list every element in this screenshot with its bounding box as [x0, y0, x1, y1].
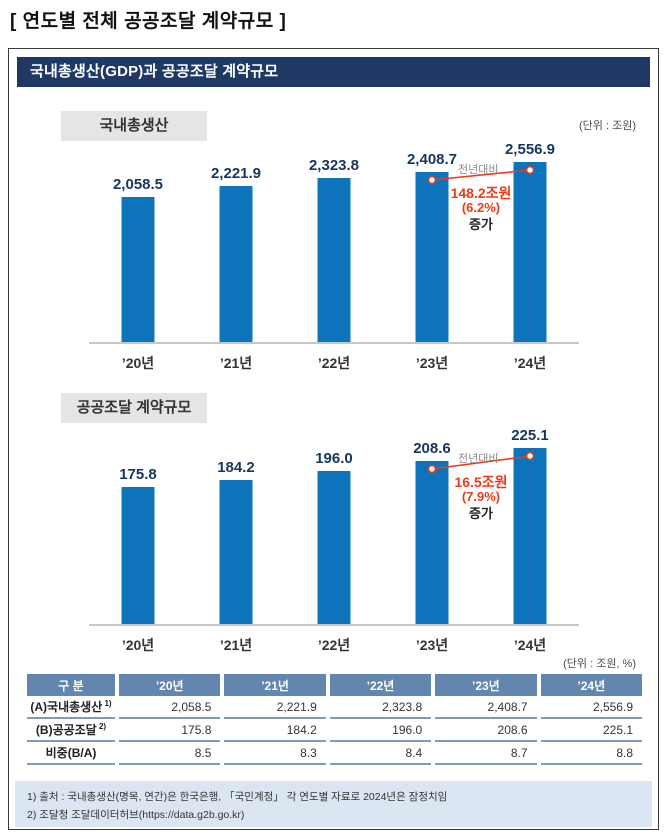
bar-value-label: 2,408.7	[406, 151, 458, 168]
bar-slot-’22년: 196.0	[285, 431, 383, 624]
bar-slot-’24년: 2,556.9	[481, 141, 579, 342]
x-axis-label-’24년: ’24년	[513, 355, 547, 371]
table-header-’24년: ’24년	[540, 674, 642, 696]
table-header-’20년: ’20년	[119, 674, 221, 696]
bar-’22년	[317, 471, 351, 624]
yoy-annotation-line-1: 16.5조원	[454, 474, 508, 490]
x-axis-label-’20년: ’20년	[121, 637, 155, 653]
table-cell: 2,556.9	[540, 696, 642, 719]
table-header-’22년: ’22년	[329, 674, 432, 696]
x-axis-label-’22년: ’22년	[317, 637, 351, 653]
chart-procurement-x-axis: ’20년 ’21년 ’22년 ’23년 ’24년	[89, 630, 579, 654]
yoy-label: 전년대비	[458, 164, 499, 176]
bar-slot-’23년: 2,408.7	[383, 141, 481, 342]
table-cell: 208.6	[435, 719, 537, 742]
x-axis-label-’20년: ’20년	[121, 355, 155, 371]
bar-slot-’21년: 2,221.9	[187, 141, 285, 342]
table-row-label: (B)공공조달 2)	[27, 719, 115, 742]
table-cell: 8.8	[540, 742, 642, 765]
bar-value-label: 175.8	[119, 466, 157, 483]
chart-procurement-title: 공공조달 계약규모	[61, 393, 207, 423]
table-cell: 8.4	[329, 742, 432, 765]
bar-slot-’21년: 184.2	[187, 431, 285, 624]
bar-value-label: 196.0	[315, 450, 353, 467]
table-header-’21년: ’21년	[224, 674, 326, 696]
bar-’24년	[513, 162, 547, 342]
bar-’20년	[121, 487, 155, 624]
bar-slot-’20년: 2,058.5	[89, 141, 187, 342]
chart-gdp-unit-note: (단위 : 조원)	[579, 120, 636, 132]
bar-slot-’22년: 2,323.8	[285, 141, 383, 342]
table-cell: 8.3	[224, 742, 326, 765]
table-cell: 225.1	[540, 719, 642, 742]
summary-table: 구 분 ’20년 ’21년 ’22년 ’23년 ’24년 (A)국내총생산 1) 2,058…	[23, 674, 646, 765]
table-cell: 2,221.9	[224, 696, 326, 719]
page-title: [ 연도별 전체 공공조달 계약규모 ]	[10, 11, 287, 32]
footnote-1: 1) 출처 : 국내총생산(명목, 연간)은 한국은행, 「국민계정」 각 연도…	[27, 791, 448, 803]
table-header-category: 구 분	[27, 674, 115, 696]
table-cell: 8.5	[119, 742, 221, 765]
table-row-label: (A)국내총생산 1)	[27, 696, 115, 719]
footnote-2: 2) 조달청 조달데이터허브(https://data.g2b.go.kr)	[27, 809, 245, 822]
chart-gdp-x-axis: ’20년 ’21년 ’22년 ’23년 ’24년	[89, 348, 579, 372]
bar-slot-’20년: 175.8	[89, 431, 187, 624]
x-axis-label-’24년: ’24년	[513, 637, 547, 653]
yoy-annotation-line-2: (7.9%)	[461, 489, 501, 505]
yoy-annotation-line-3: 증가	[469, 217, 493, 233]
table-row: (B)공공조달 2) 175.8 184.2 196.0 208.6 225.1	[27, 719, 642, 742]
bar-’20년	[121, 197, 155, 342]
table-cell: 184.2	[224, 719, 326, 742]
x-axis-label-’21년: ’21년	[219, 355, 253, 371]
bar-slot-’24년: 225.1	[481, 427, 579, 624]
chart-gdp-plot: 2,058.5 2,221.9 2,323.8 2,408.7 2,556.9 전년대비 1…	[89, 141, 579, 344]
table-cell: 2,323.8	[329, 696, 432, 719]
table-cell: 8.7	[435, 742, 537, 765]
table-cell: 2,408.7	[435, 696, 537, 719]
bar-value-label: 2,323.8	[308, 157, 360, 174]
table-unit-note: (단위 : 조원, %)	[563, 658, 636, 670]
yoy-increase-annotation: 16.5조원 (7.9%) 증가	[416, 474, 546, 522]
chart-gdp-title: 국내총생산	[61, 111, 207, 141]
yoy-label: 전년대비	[458, 453, 499, 465]
figure-frame: 국내총생산(GDP)과 공공조달 계약규모 국내총생산 (단위 : 조원) 2,…	[8, 48, 659, 830]
table-cell: 2,058.5	[119, 696, 221, 719]
yoy-annotation-line-2: (6.2%)	[461, 200, 501, 216]
table-row: 비중(B/A) 8.5 8.3 8.4 8.7 8.8	[27, 742, 642, 765]
footnotes-box: 1) 출처 : 국내총생산(명목, 연간)은 한국은행, 「국민계정」 각 연도…	[15, 781, 652, 827]
bar-’22년	[317, 178, 351, 342]
chart-procurement-plot: 175.8 184.2 196.0 208.6 225.1 전년대비 16.5조원 (7.9%…	[89, 427, 579, 626]
bar-value-label: 2,221.9	[210, 165, 262, 182]
table-header-’23년: ’23년	[435, 674, 537, 696]
bar-value-label: 208.6	[413, 440, 451, 457]
x-axis-label-’21년: ’21년	[219, 637, 253, 653]
bar-’21년	[219, 186, 253, 342]
bar-value-label: 2,058.5	[112, 176, 164, 193]
yoy-annotation-line-3: 증가	[469, 506, 493, 522]
bar-’23년	[415, 172, 449, 342]
bar-value-label: 184.2	[217, 459, 255, 476]
table-row-label: 비중(B/A)	[27, 742, 115, 765]
table-cell: 196.0	[329, 719, 432, 742]
table-row: (A)국내총생산 1) 2,058.5 2,221.9 2,323.8 2,408.7 2…	[27, 696, 642, 719]
bar-’21년	[219, 480, 253, 624]
x-axis-label-’23년: ’23년	[415, 637, 449, 653]
bar-’24년	[513, 448, 547, 624]
x-axis-label-’22년: ’22년	[317, 355, 351, 371]
yoy-annotation-line-1: 148.2조원	[450, 185, 512, 201]
x-axis-label-’23년: ’23년	[415, 355, 449, 371]
bar-’23년	[415, 461, 449, 624]
bar-slot-’23년: 208.6	[383, 431, 481, 624]
bar-value-label: 2,556.9	[504, 141, 556, 158]
table-cell: 175.8	[119, 719, 221, 742]
bar-value-label: 225.1	[511, 427, 549, 444]
yoy-increase-annotation: 148.2조원 (6.2%) 증가	[416, 185, 546, 233]
figure-header: 국내총생산(GDP)과 공공조달 계약규모	[17, 57, 650, 87]
